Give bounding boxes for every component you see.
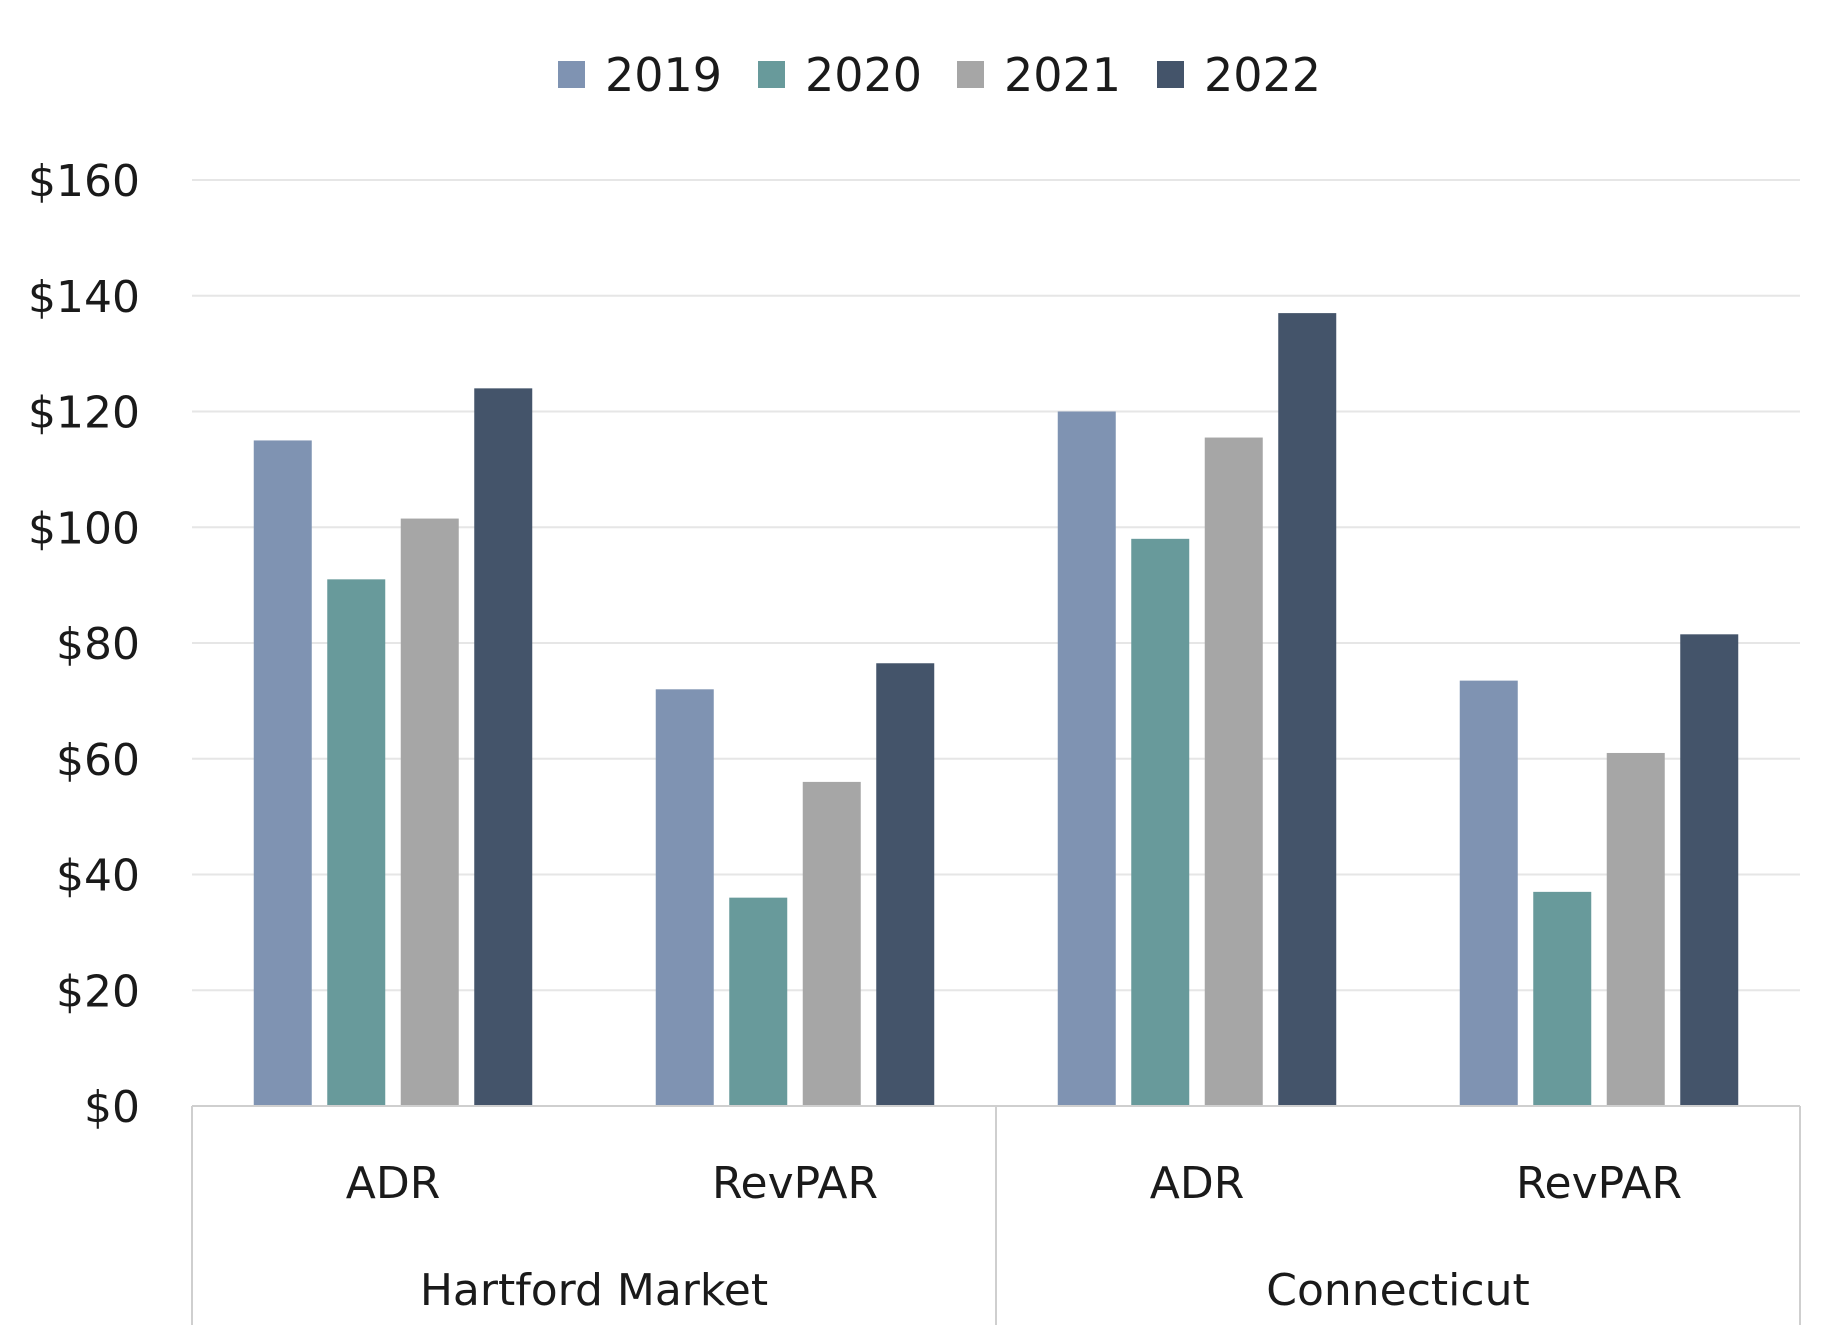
bar-2020-adr bbox=[327, 579, 386, 1106]
x-category-label: RevPAR bbox=[712, 1158, 878, 1209]
bar-2022-adr bbox=[474, 388, 533, 1107]
bar-2019-revpar bbox=[1459, 680, 1518, 1106]
legend-label-2020: 2020 bbox=[805, 48, 922, 102]
y-tick-label: $20 bbox=[56, 966, 140, 1017]
legend-label-2021: 2021 bbox=[1004, 48, 1121, 102]
y-tick-label: $40 bbox=[56, 851, 140, 902]
bar-2020-adr bbox=[1131, 538, 1190, 1106]
x-category-label: ADR bbox=[1150, 1158, 1245, 1209]
legend-swatch-2022 bbox=[1157, 61, 1184, 88]
x-category-label: ADR bbox=[346, 1158, 441, 1209]
legend-label-2022: 2022 bbox=[1204, 48, 1321, 102]
y-tick-label: $80 bbox=[56, 619, 140, 670]
legend-label-2019: 2019 bbox=[605, 48, 722, 102]
bar-2021-revpar bbox=[1606, 752, 1665, 1106]
bar-2021-revpar bbox=[802, 781, 861, 1106]
y-tick-label: $0 bbox=[84, 1082, 140, 1133]
y-axis: $0 $20 $40 $60 $80 $100 $120 $140 $160 bbox=[28, 156, 140, 1133]
bar-2019-adr bbox=[253, 440, 312, 1106]
bar-2019-revpar bbox=[655, 689, 714, 1106]
legend-swatch-2019 bbox=[558, 61, 585, 88]
x-group-label: Connecticut bbox=[1266, 1265, 1529, 1316]
gridlines bbox=[192, 179, 1800, 992]
y-tick-label: $100 bbox=[28, 503, 140, 554]
bar-2020-revpar bbox=[1533, 891, 1592, 1106]
x-group-label: Hartford Market bbox=[420, 1265, 768, 1316]
bar-2022-adr bbox=[1278, 313, 1337, 1106]
x-axis: ADR RevPAR ADR RevPAR Hartford Market Connect… bbox=[191, 1105, 1801, 1325]
bar-2022-revpar bbox=[876, 663, 935, 1106]
legend-swatch-2020 bbox=[758, 61, 785, 88]
bar-2022-revpar bbox=[1680, 634, 1739, 1106]
x-category-label: RevPAR bbox=[1516, 1158, 1682, 1209]
bar-2019-adr bbox=[1057, 411, 1116, 1106]
y-tick-label: $140 bbox=[28, 272, 140, 323]
bar-2020-revpar bbox=[729, 897, 788, 1106]
legend-swatch-2021 bbox=[957, 61, 984, 88]
bar-2021-adr bbox=[400, 518, 459, 1106]
bar-2021-adr bbox=[1204, 437, 1263, 1106]
y-tick-label: $160 bbox=[28, 156, 140, 207]
legend: 2019 2020 2021 2022 bbox=[558, 48, 1321, 102]
y-tick-label: $120 bbox=[28, 388, 140, 439]
y-tick-label: $60 bbox=[56, 735, 140, 786]
bars bbox=[253, 313, 1739, 1107]
